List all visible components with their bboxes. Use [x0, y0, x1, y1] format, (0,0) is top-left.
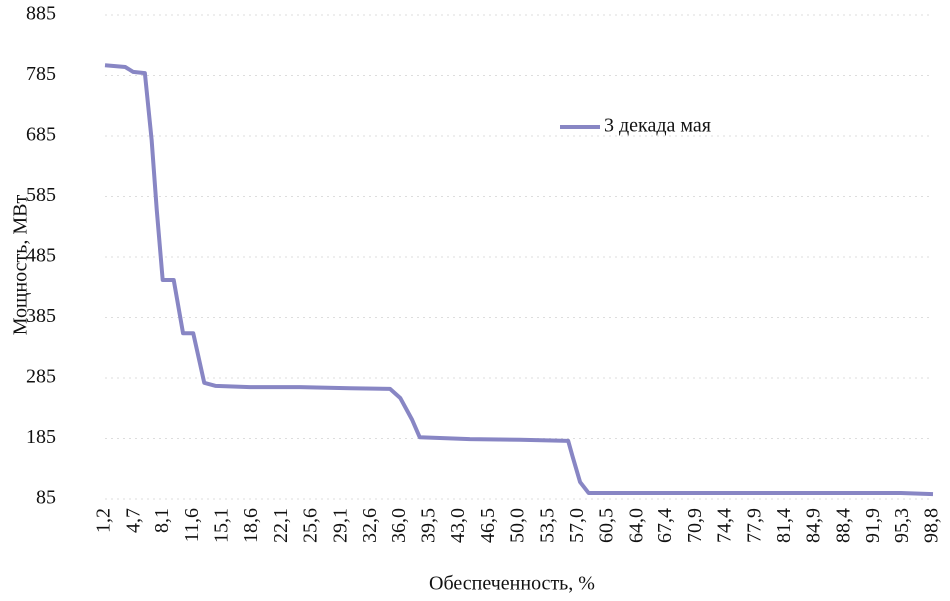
y-tick-label: 685	[26, 124, 56, 146]
x-tick-label: 57,0	[566, 508, 588, 543]
x-tick-label: 60,5	[596, 508, 618, 543]
x-tick-label: 36,0	[388, 508, 410, 543]
x-tick-label: 11,6	[181, 508, 203, 542]
x-tick-label: 74,4	[714, 508, 736, 543]
x-tick-label: 4,7	[122, 508, 144, 533]
data-line	[104, 63, 934, 497]
y-tick-label: 885	[26, 3, 56, 25]
x-tick-label: 15,1	[211, 508, 233, 543]
x-tick-label: 25,6	[300, 508, 322, 543]
x-tick-label: 64,0	[625, 508, 647, 543]
y-tick-label: 585	[26, 184, 56, 206]
x-tick-label: 88,4	[832, 508, 854, 543]
x-tick-label: 81,4	[773, 508, 795, 543]
y-tick-label: 785	[26, 63, 56, 85]
x-tick-label: 98,8	[921, 508, 943, 543]
x-tick-label: 50,0	[507, 508, 529, 543]
x-tick-label: 46,5	[477, 508, 499, 543]
legend-label: 3 декада мая	[604, 115, 711, 137]
y-tick-label: 85	[36, 487, 56, 509]
x-tick-label: 43,0	[447, 508, 469, 543]
x-tick-label: 53,5	[536, 508, 558, 543]
y-tick-label: 185	[26, 426, 56, 448]
x-tick-label: 29,1	[329, 508, 351, 543]
x-tick-label: 22,1	[270, 508, 292, 543]
x-tick-label: 70,9	[684, 508, 706, 543]
x-tick-label: 39,5	[418, 508, 440, 543]
x-tick-label: 77,9	[743, 508, 765, 543]
x-tick-label: 8,1	[151, 508, 173, 533]
y-tick-label: 385	[26, 305, 56, 327]
x-tick-label: 1,2	[93, 508, 115, 533]
y-tick-label: 485	[26, 245, 56, 267]
x-tick-label: 67,4	[654, 508, 676, 543]
x-tick-label: 95,3	[891, 508, 913, 543]
x-tick-label: 32,6	[359, 508, 381, 543]
y-axis-label: Мощность, МВт	[10, 195, 32, 336]
x-tick-label: 18,6	[240, 508, 262, 543]
x-tick-label: 84,9	[803, 508, 825, 543]
x-tick-label: 91,9	[862, 508, 884, 543]
y-tick-label: 285	[26, 366, 56, 388]
x-axis-label: Обеспеченность, %	[429, 573, 595, 595]
